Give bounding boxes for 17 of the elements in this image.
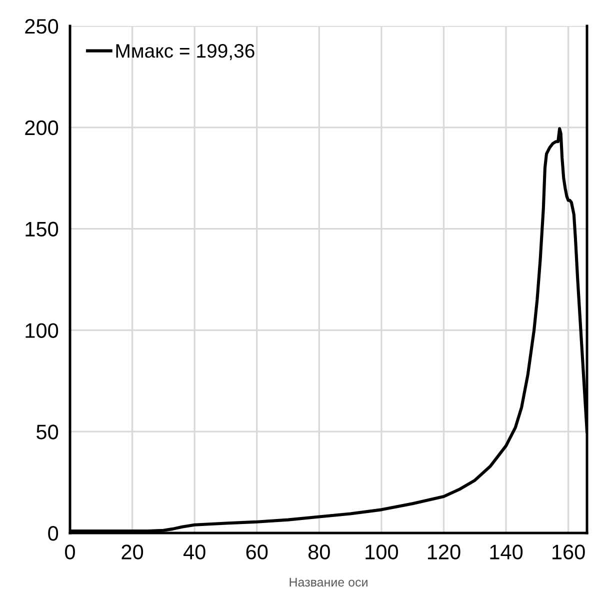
- y-tick-label: 200: [25, 120, 58, 136]
- y-tick-label: 50: [36, 424, 58, 440]
- x-tick-label: 120: [428, 544, 460, 560]
- x-tick-label: 140: [490, 544, 523, 560]
- y-tick-label: 100: [26, 323, 58, 338]
- x-tick-label: 0: [65, 544, 75, 560]
- x-tick-label: 100: [366, 544, 398, 560]
- y-tick-label: 0: [48, 526, 58, 541]
- x-axis-title: Название оси: [290, 578, 368, 587]
- x-tick-label: 60: [246, 544, 268, 560]
- y-tick-label: 150: [26, 222, 58, 237]
- x-tick-label: 160: [552, 544, 585, 560]
- x-tick-label: 40: [183, 544, 206, 560]
- x-tick-label: 80: [308, 544, 330, 560]
- y-tick-label: 250: [25, 19, 58, 34]
- x-tick-label: 20: [122, 544, 144, 560]
- legend-label: Mмакс = 199,36: [116, 44, 254, 60]
